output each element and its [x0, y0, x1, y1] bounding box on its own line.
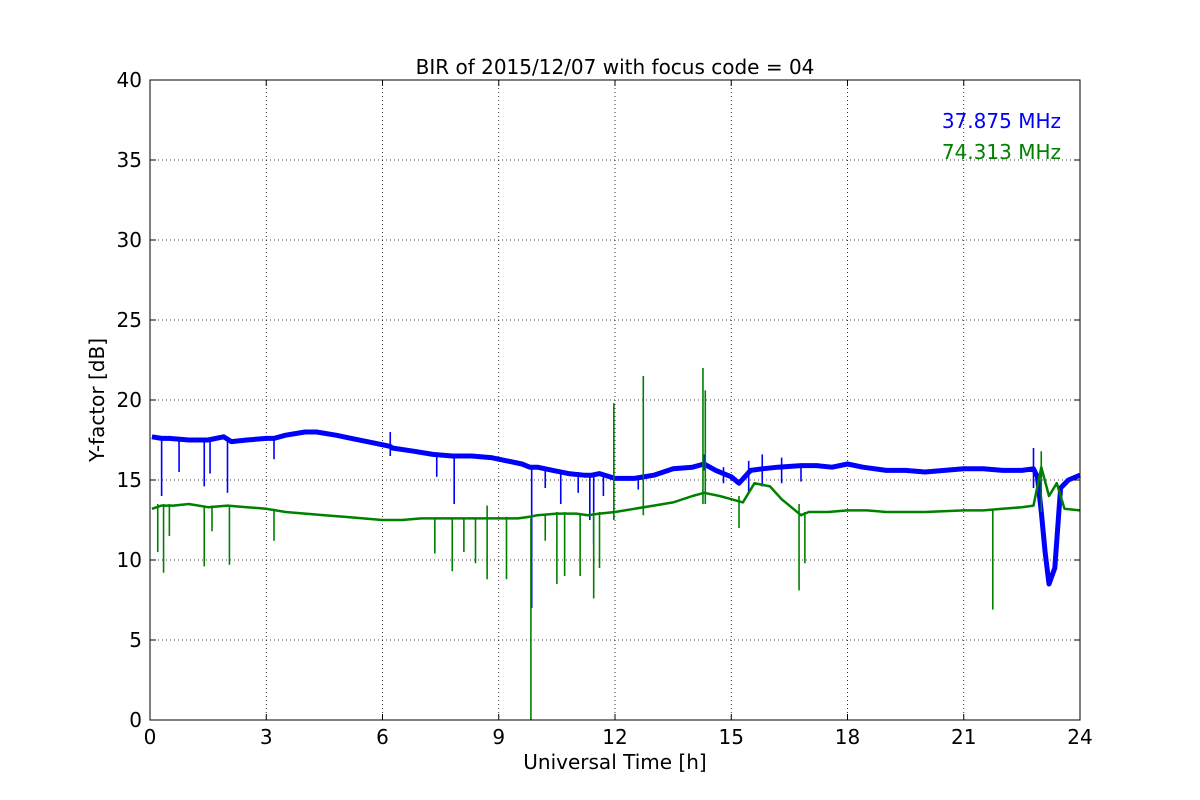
legend-entry: 74.313 MHz — [942, 140, 1061, 164]
y-axis-label: Y-factor [dB] — [85, 338, 109, 463]
series-2 — [151, 368, 1081, 720]
x-tick-label: 21 — [951, 725, 976, 749]
x-tick-label: 15 — [719, 725, 744, 749]
x-tick-label: 12 — [602, 725, 627, 749]
x-tick-label: 9 — [492, 725, 505, 749]
series-line — [151, 465, 1081, 522]
x-tick-label: 0 — [144, 725, 157, 749]
series-line — [151, 429, 1081, 587]
y-tick-label: 5 — [129, 628, 142, 652]
x-tick-label: 6 — [376, 725, 389, 749]
x-axis-label: Universal Time [h] — [523, 750, 706, 774]
x-tick-label: 24 — [1067, 725, 1092, 749]
y-tick-label: 0 — [129, 708, 142, 732]
y-tick-label: 40 — [117, 68, 142, 92]
plot-series — [151, 368, 1081, 720]
axis-ticks: 0 3 6 9 12 15 18 21 24 0 5 10 15 20 25 30 35 40 — [117, 68, 1093, 749]
y-tick-label: 15 — [117, 468, 142, 492]
y-tick-label: 30 — [117, 228, 142, 252]
x-tick-label: 3 — [260, 725, 273, 749]
legend: 37.875 MHz 74.313 MHz — [942, 109, 1061, 164]
y-tick-label: 35 — [117, 148, 142, 172]
legend-entry: 37.875 MHz — [942, 109, 1061, 133]
y-tick-label: 20 — [117, 388, 142, 412]
x-tick-label: 18 — [835, 725, 860, 749]
y-tick-label: 25 — [117, 308, 142, 332]
chart-title: BIR of 2015/12/07 with focus code = 04 — [416, 55, 815, 79]
y-tick-label: 10 — [117, 548, 142, 572]
